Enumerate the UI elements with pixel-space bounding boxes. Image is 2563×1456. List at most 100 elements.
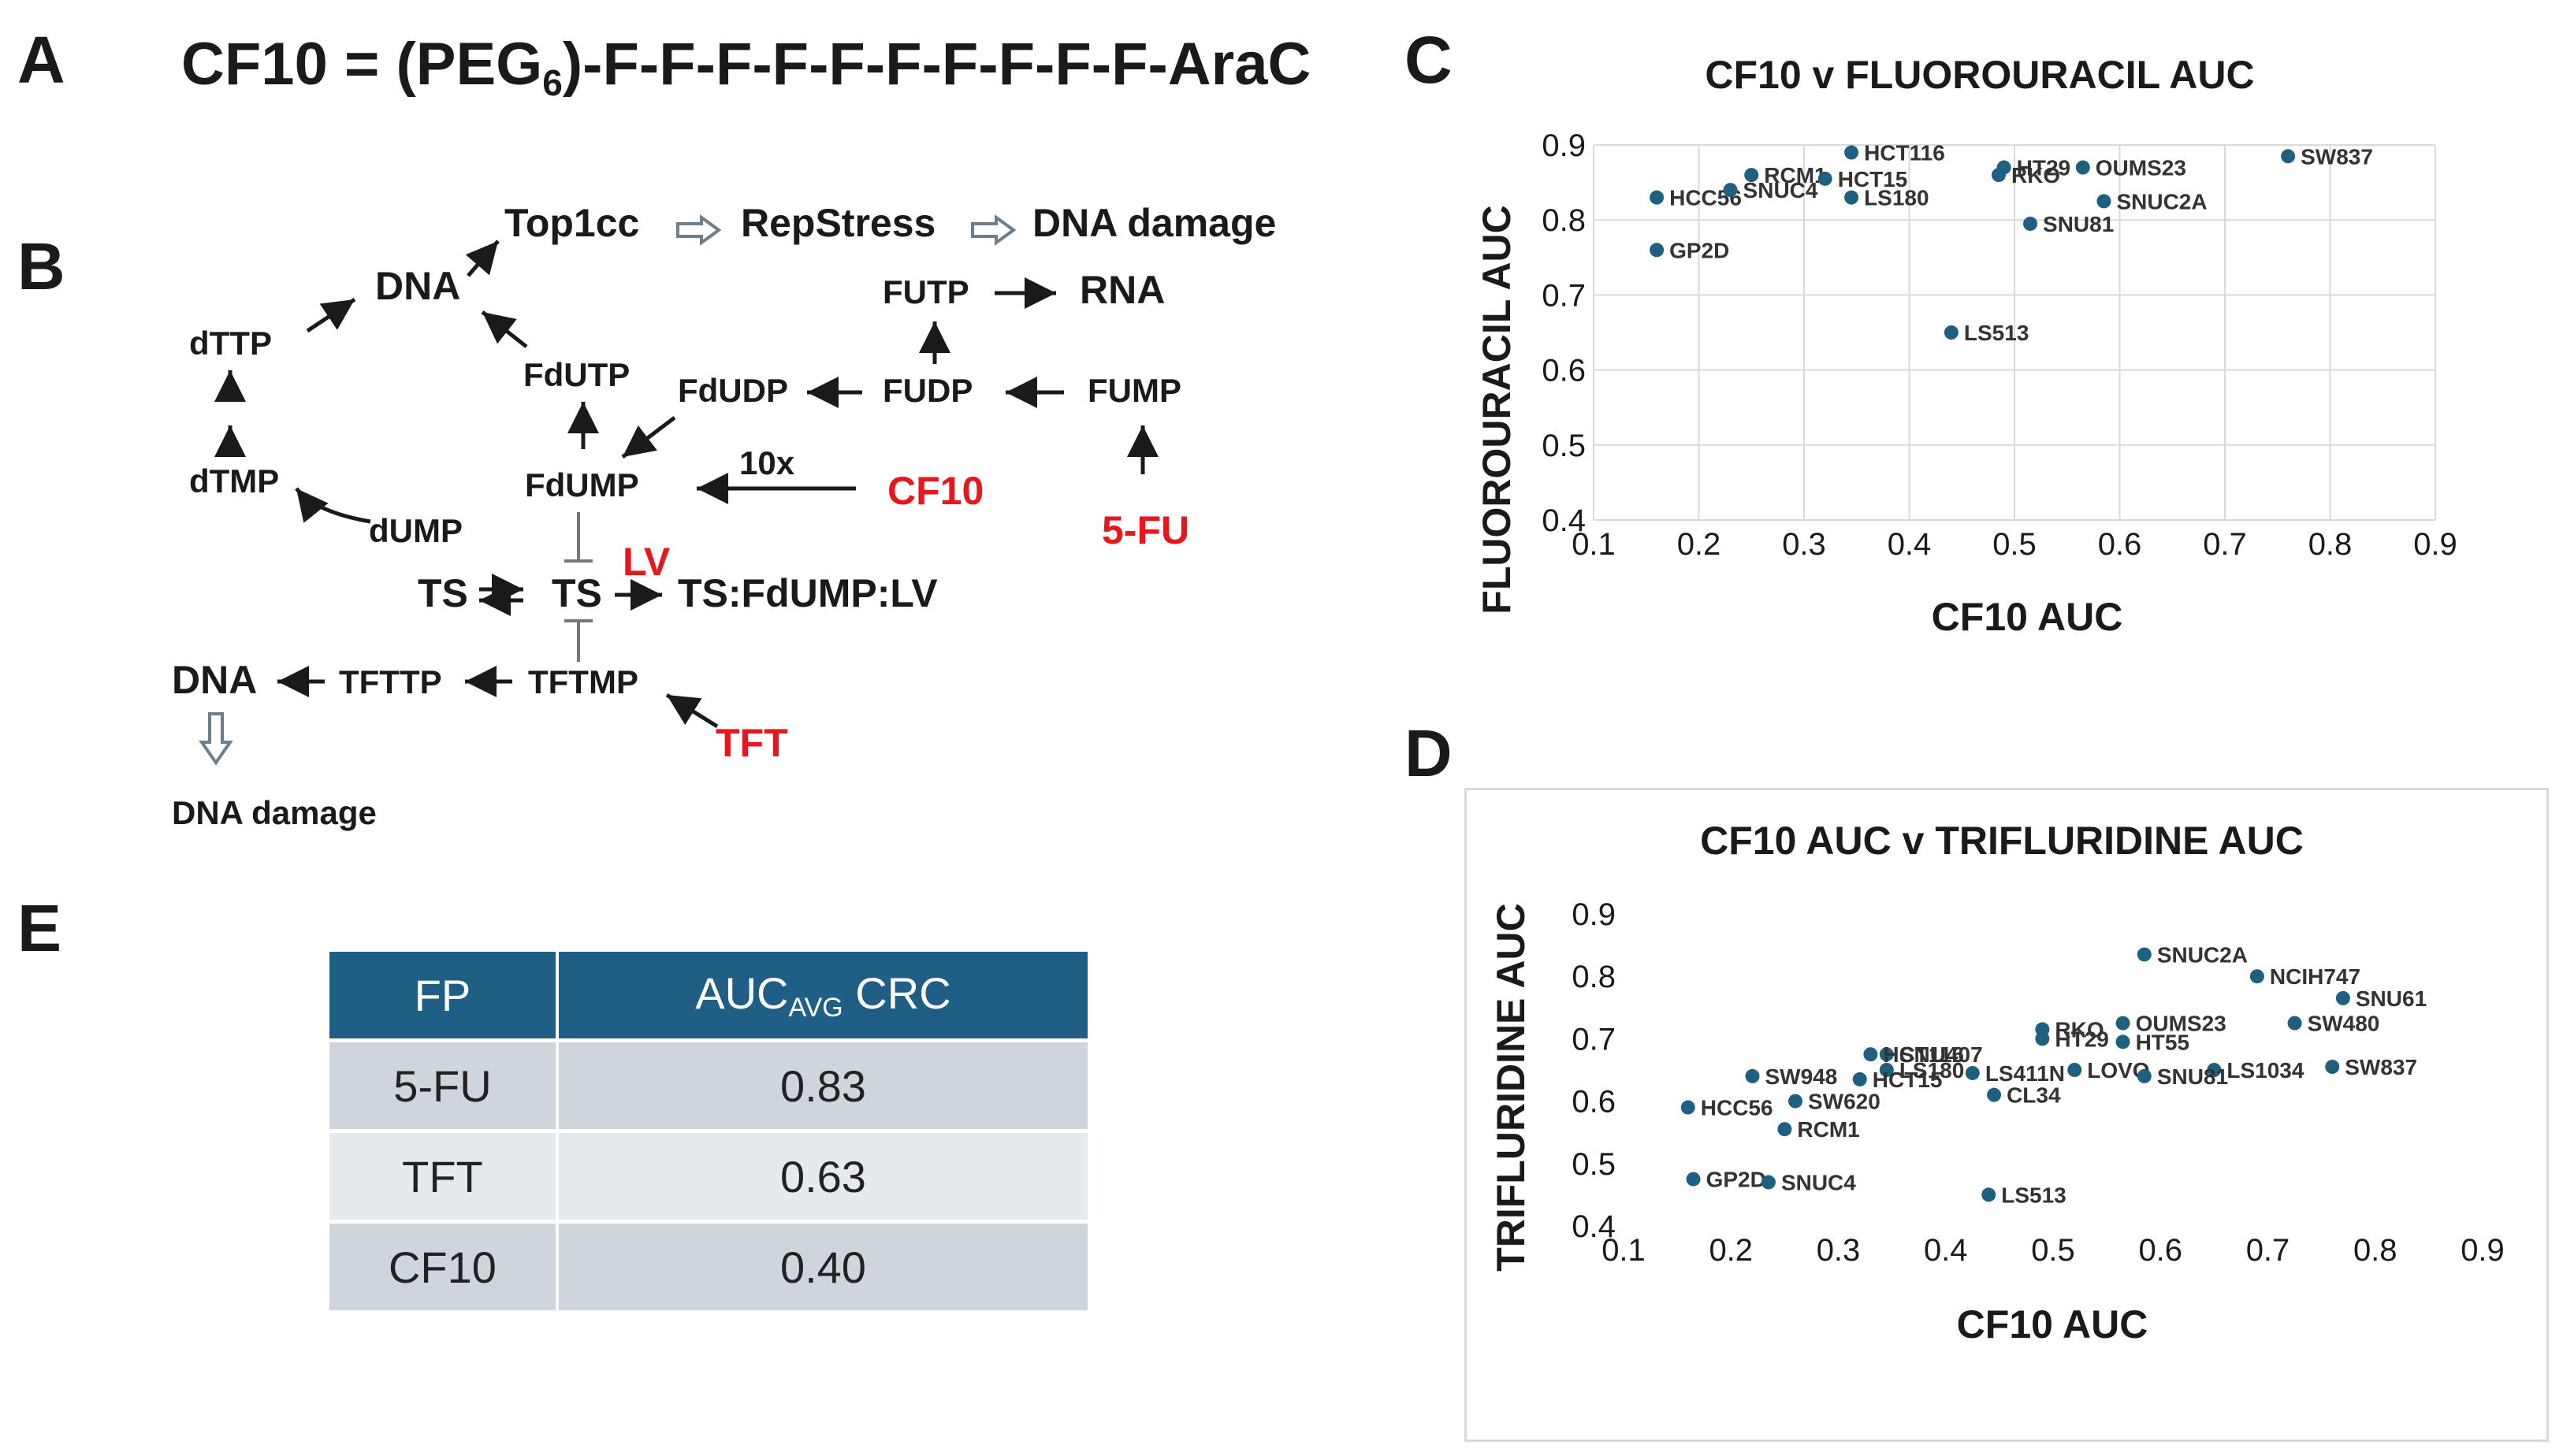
node-tftmp: TFTMP bbox=[528, 663, 638, 700]
data-point-label: LS180 bbox=[1899, 1058, 1965, 1083]
data-point-label: SNU407 bbox=[1899, 1042, 1983, 1067]
node-fump: FUMP bbox=[1088, 372, 1181, 409]
y-tick-label: 0.4 bbox=[1542, 503, 1586, 538]
data-point-label: SNU61 bbox=[2356, 986, 2427, 1011]
x-tick-label: 0.6 bbox=[2138, 1233, 2182, 1268]
data-point bbox=[1650, 190, 1665, 205]
data-point bbox=[1788, 1094, 1802, 1109]
data-point bbox=[2335, 990, 2350, 1005]
hollow-arrow-dna-damage bbox=[199, 712, 233, 766]
y-tick-label: 0.6 bbox=[1572, 1085, 1616, 1120]
hollow-arrow-top2 bbox=[971, 214, 1017, 246]
data-point bbox=[2207, 1063, 2222, 1077]
y-tick-label: 0.8 bbox=[1572, 960, 1616, 994]
data-point-label: SW480 bbox=[2308, 1012, 2380, 1036]
cell-auc: 0.83 bbox=[555, 1038, 1088, 1131]
header-auc: AUCAVG CRC bbox=[555, 952, 1088, 1041]
data-point-label: HT55 bbox=[2136, 1030, 2189, 1054]
data-point bbox=[1981, 1187, 1996, 1202]
arrow-dump-dtmp bbox=[295, 487, 371, 524]
header-auc-main: AUC bbox=[695, 968, 789, 1018]
data-point-label: LS513 bbox=[1964, 321, 2029, 345]
node-5fu: 5-FU bbox=[1102, 508, 1189, 552]
data-point-label: SNU81 bbox=[2043, 212, 2114, 236]
data-point bbox=[1650, 243, 1665, 258]
chart-fluorouracil: CF10 v FLUOROURACIL AUC CF10 AUC FLUOROU… bbox=[1475, 53, 2457, 639]
data-point-label: HCT116 bbox=[1883, 1042, 1964, 1067]
y-tick-label: 0.9 bbox=[1572, 897, 1616, 932]
data-point bbox=[2115, 1034, 2130, 1049]
node-repstress: RepStress bbox=[741, 201, 936, 245]
node-ts-left: TS bbox=[418, 571, 468, 615]
x-tick-label: 0.2 bbox=[1709, 1233, 1753, 1268]
data-point bbox=[1844, 190, 1859, 205]
data-point bbox=[1991, 168, 2006, 183]
node-lv: LV bbox=[623, 540, 671, 584]
x-tick-label: 0.8 bbox=[2353, 1233, 2397, 1268]
chart-c-ylabel: FLUOROURACIL AUC bbox=[1475, 205, 1519, 614]
data-point bbox=[1863, 1047, 1878, 1062]
chart-d-xlabel: CF10 AUC bbox=[1957, 1302, 2148, 1346]
data-point-label: SNUC4 bbox=[1743, 178, 1818, 202]
formula-suffix: )-F-F-F-F-F-F-F-F-F-F-AraC bbox=[562, 31, 1311, 98]
x-tick-label: 0.1 bbox=[1572, 527, 1616, 562]
node-ts-complex: TS:FdUMP:LV bbox=[678, 571, 938, 615]
y-tick-label: 0.7 bbox=[1542, 278, 1586, 313]
data-point bbox=[1817, 171, 1832, 186]
cell-auc: 0.63 bbox=[555, 1129, 1088, 1222]
table-row: TFT 0.63 bbox=[329, 1129, 1088, 1222]
data-point bbox=[2096, 194, 2111, 209]
data-point-label: RCM1 bbox=[1797, 1117, 1859, 1142]
data-point-label: LS513 bbox=[2001, 1183, 2066, 1207]
data-point bbox=[2035, 1031, 2050, 1046]
data-point bbox=[1965, 1065, 1980, 1080]
x-tick-label: 0.9 bbox=[2461, 1233, 2505, 1268]
data-point-label: OUMS23 bbox=[2096, 156, 2186, 180]
data-point-label: SW620 bbox=[1808, 1090, 1880, 1114]
data-point bbox=[1744, 168, 1759, 183]
data-point-label: GP2D bbox=[1706, 1168, 1766, 1192]
panel-letter-a: A bbox=[17, 23, 65, 97]
arrow-fdutp-dna bbox=[481, 310, 528, 348]
node-dttp: dTTP bbox=[189, 325, 272, 362]
node-dna-top: DNA bbox=[375, 264, 460, 308]
data-point bbox=[2067, 1063, 2082, 1077]
cf10-formula: CF10 = (PEG6)-F-F-F-F-F-F-F-F-F-F-AraC bbox=[181, 30, 1311, 104]
panel-letter-d: D bbox=[1404, 716, 1453, 790]
panel-letter-c: C bbox=[1404, 23, 1453, 97]
node-tfttp: TFTTP bbox=[339, 663, 442, 700]
data-point bbox=[2325, 1060, 2340, 1075]
data-point bbox=[1777, 1122, 1792, 1137]
chart-c-title: CF10 v FLUOROURACIL AUC bbox=[1705, 53, 2254, 97]
data-point bbox=[2287, 1016, 2302, 1031]
data-point-label: SNUC2A bbox=[2116, 189, 2207, 214]
node-top1cc: Top1cc bbox=[504, 201, 639, 245]
cell-fp: TFT bbox=[329, 1129, 557, 1222]
data-point-label: HCC56 bbox=[1701, 1096, 1773, 1120]
data-point-label: SW837 bbox=[2301, 144, 2373, 169]
y-tick-label: 0.7 bbox=[1572, 1022, 1616, 1057]
x-tick-label: 0.2 bbox=[1677, 527, 1721, 562]
node-cf10: CF10 bbox=[887, 469, 984, 513]
data-point-label: LS411N bbox=[1985, 1061, 2065, 1086]
header-fp: FP bbox=[329, 952, 557, 1041]
cell-auc: 0.40 bbox=[555, 1220, 1088, 1310]
auc-table: FP AUCAVG CRC 5-FU 0.83 TFT 0.63 CF10 0.… bbox=[329, 952, 1088, 1310]
data-point-label: SNU81 bbox=[2157, 1064, 2228, 1089]
data-point-label: CL34 bbox=[2007, 1083, 2061, 1108]
data-point bbox=[2281, 149, 2296, 164]
data-point-label: RCM1 bbox=[1764, 163, 1826, 188]
data-point bbox=[2249, 969, 2264, 984]
formula-prefix: CF10 = (PEG bbox=[181, 31, 543, 98]
header-auc-tail: CRC bbox=[843, 968, 951, 1018]
data-point bbox=[1680, 1100, 1695, 1115]
node-fdutp: FdUTP bbox=[523, 356, 630, 393]
data-point bbox=[1745, 1068, 1760, 1083]
arrow-tft-tftmp bbox=[665, 693, 719, 729]
data-point-label: GP2D bbox=[1669, 238, 1729, 262]
node-ts-center: TS bbox=[552, 571, 602, 615]
x-tick-label: 0.4 bbox=[1924, 1233, 1968, 1268]
data-point bbox=[2137, 1068, 2152, 1083]
node-dna-damage-bottom: DNA damage bbox=[172, 794, 377, 831]
hollow-arrow-top1 bbox=[676, 214, 722, 246]
